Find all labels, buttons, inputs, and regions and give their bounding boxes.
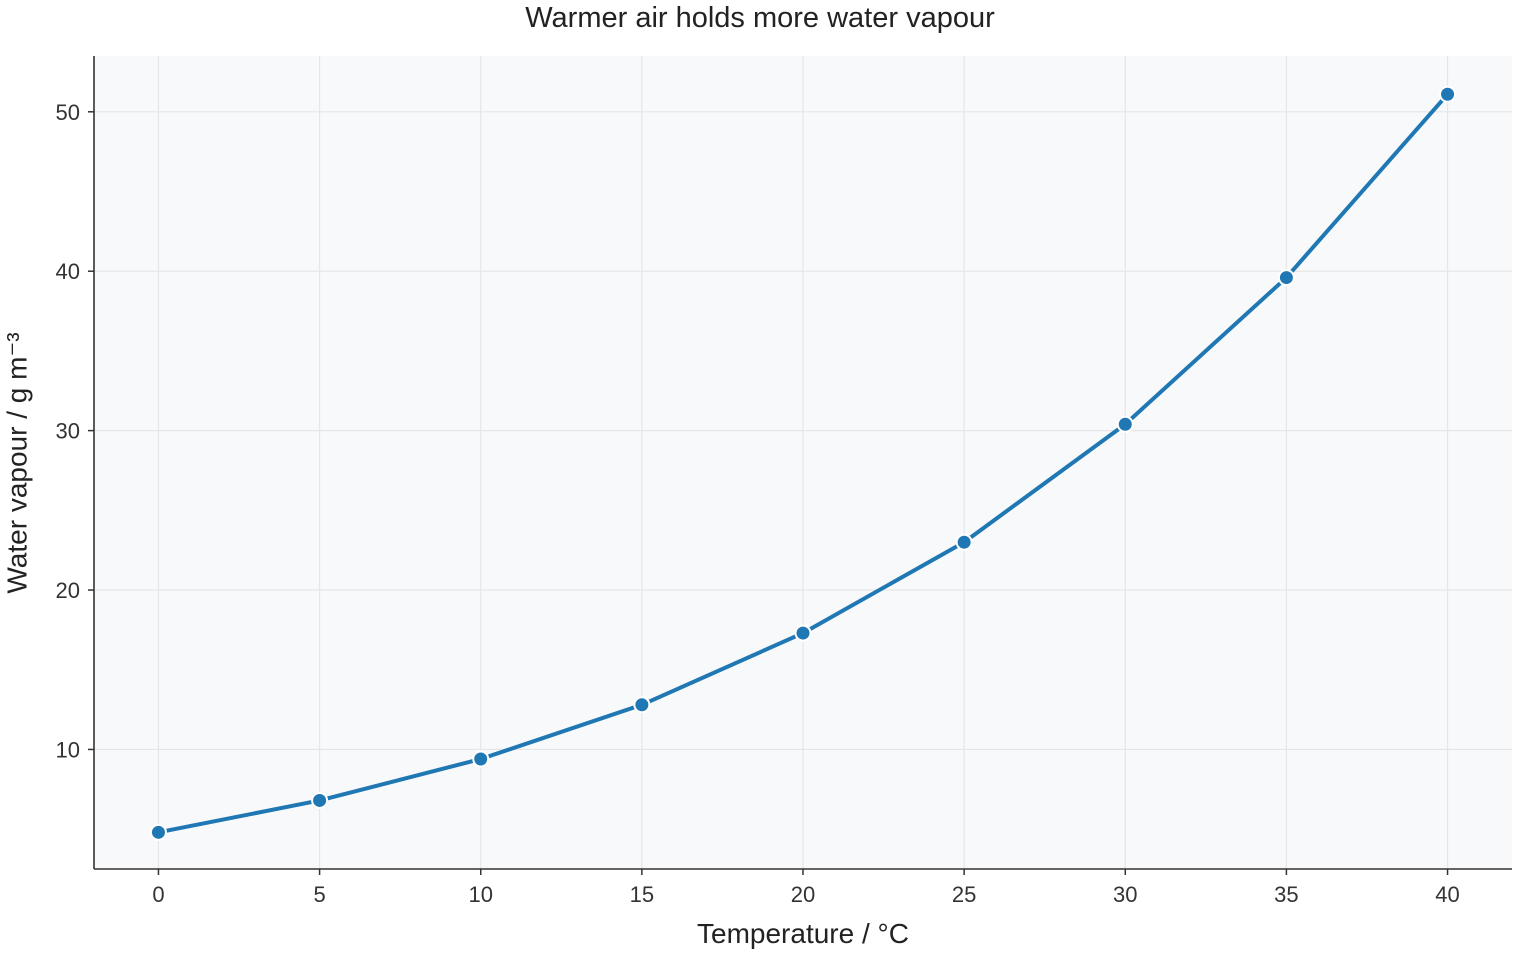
- data-point: [633, 696, 651, 714]
- y-tick-label: 50: [56, 100, 80, 125]
- y-tick-label: 30: [56, 419, 80, 444]
- axes: [88, 56, 1512, 875]
- x-tick-label: 30: [1113, 882, 1137, 907]
- x-tick-label: 40: [1435, 882, 1459, 907]
- y-tick-label: 20: [56, 578, 80, 603]
- data-point: [472, 750, 490, 768]
- data-point: [149, 823, 167, 841]
- data-point: [1116, 415, 1134, 433]
- x-tick-label: 15: [630, 882, 654, 907]
- data-point: [955, 533, 973, 551]
- x-tick-label: 25: [952, 882, 976, 907]
- x-tick-label: 0: [152, 882, 164, 907]
- grid-lines: [94, 56, 1512, 869]
- data-point: [311, 791, 329, 809]
- x-tick-label: 20: [791, 882, 815, 907]
- y-tick-label: 40: [56, 259, 80, 284]
- x-tick-label: 35: [1274, 882, 1298, 907]
- x-tick-label: 5: [313, 882, 325, 907]
- tick-labels: 0 5 10 15 20 25 30 35 40 10 20 30 40 50: [56, 100, 1460, 907]
- y-tick-label: 10: [56, 737, 80, 762]
- data-point: [1439, 85, 1457, 103]
- x-tick-label: 10: [468, 882, 492, 907]
- data-point: [1277, 269, 1295, 287]
- y-axis-label: Water vapour / g m⁻³: [1, 332, 33, 594]
- x-axis-label: Temperature / °C: [697, 918, 909, 949]
- data-point: [794, 624, 812, 642]
- series-layer: [149, 85, 1457, 841]
- chart-title: Warmer air holds more water vapour: [525, 2, 995, 34]
